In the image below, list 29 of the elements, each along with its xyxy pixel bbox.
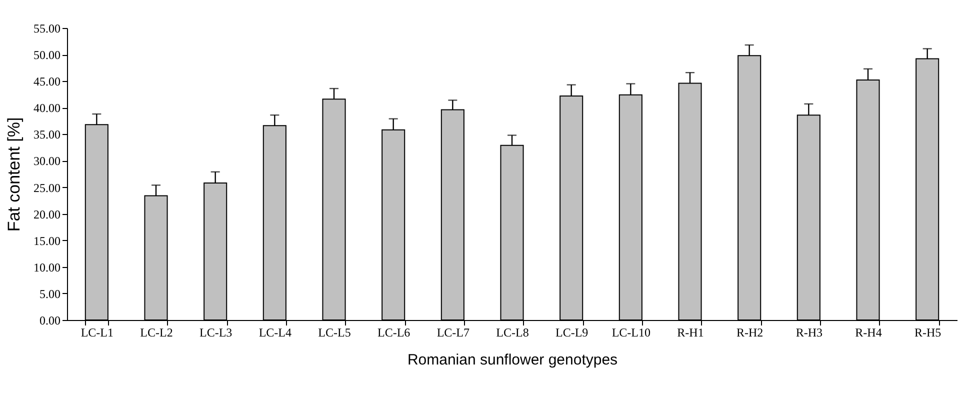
y-tick-label: 5.00	[40, 286, 60, 301]
x-tick-label: LC-L3	[199, 326, 232, 340]
y-tick-label: 50.00	[34, 48, 60, 62]
y-tick-label: 20.00	[34, 207, 60, 222]
y-tick-label: 25.00	[34, 180, 60, 195]
x-tick-label: LC-L7	[436, 326, 470, 340]
y-axis-title: Fat content [%]	[4, 117, 24, 232]
x-tick-label: LC-L1	[80, 326, 114, 340]
y-tick-label: 15.00	[34, 234, 60, 248]
y-tick-label: 10.00	[34, 260, 60, 274]
y-tick-label: 35.00	[34, 128, 60, 142]
y-tick-label: 55.00	[34, 22, 60, 36]
y-tick-label: 30.00	[34, 154, 60, 168]
y-tick-label: 45.00	[34, 74, 60, 89]
y-tick-label: 40.00	[34, 101, 60, 116]
x-tick-label: LC-L4	[258, 326, 292, 340]
x-tick-label: R-H1	[677, 326, 704, 340]
y-tick-label: 0.00	[40, 314, 60, 328]
x-tick-label: LC-L10	[612, 326, 651, 340]
x-tick-label: LC-L8	[496, 326, 529, 340]
x-tick-label: R-H5	[914, 326, 942, 340]
x-axis-title: Romanian sunflower genotypes	[407, 352, 618, 368]
x-tick-label: LC-L9	[555, 326, 588, 340]
x-tick-label: LC-L6	[377, 326, 410, 340]
x-tick-label: R-H2	[736, 326, 764, 340]
x-tick-label: LC-L5	[318, 326, 351, 340]
x-tick-label: R-H3	[796, 326, 823, 340]
x-tick-label: LC-L2	[140, 326, 173, 340]
x-tick-label: R-H4	[855, 326, 882, 340]
